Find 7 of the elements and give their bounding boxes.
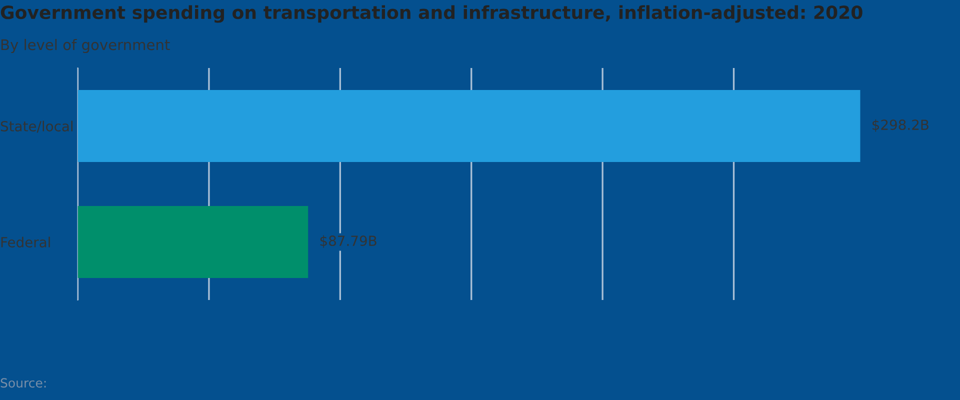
chart-title: Government spending on transportation and infrastructure, inflation-adjusted: 2020 — [0, 5, 862, 23]
y-tick-label: Federal — [1, 236, 50, 248]
data-label: $87.79B — [320, 235, 376, 248]
y-tick-label: State/local — [0, 120, 73, 133]
source-note: Source: — [0, 378, 46, 388]
chart-subtitle: By level of government — [1, 38, 170, 54]
data-label: $298.2B — [872, 119, 928, 132]
